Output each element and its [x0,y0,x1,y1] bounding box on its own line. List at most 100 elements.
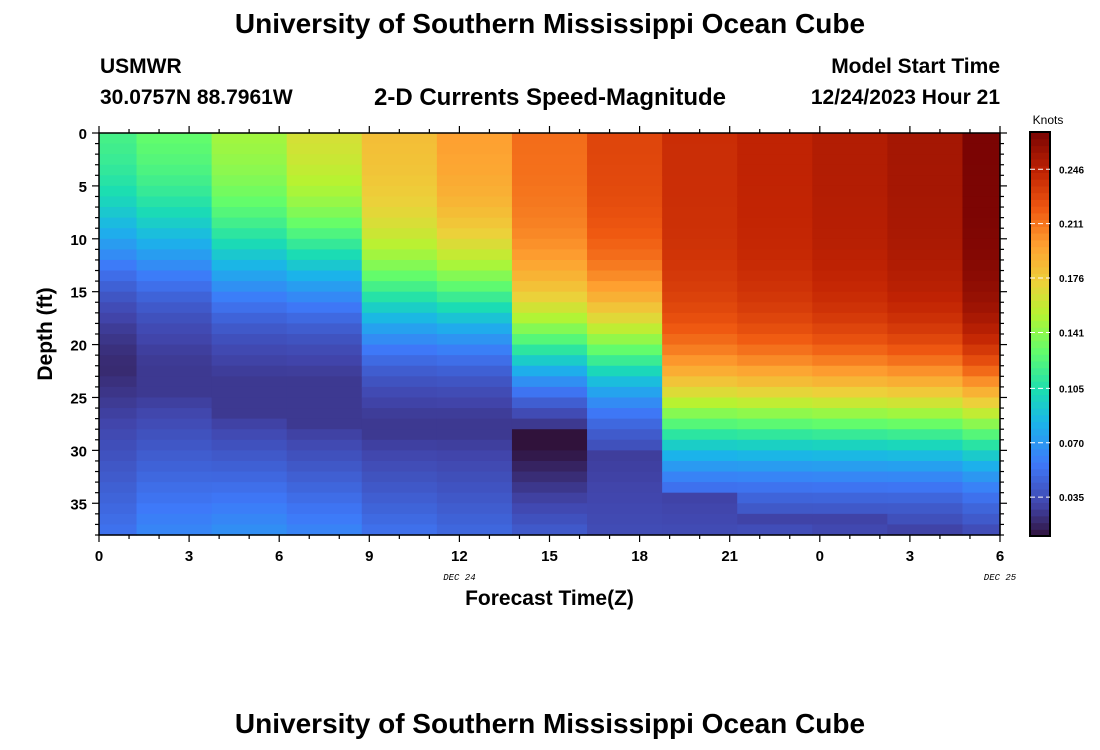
heatmap-cell [211,334,288,346]
heatmap-cell [887,450,964,462]
heatmap-cell [662,249,738,261]
heatmap-cell [99,133,138,145]
heatmap-cell [662,386,738,399]
heatmap-cell [436,270,513,282]
heatmap-cell [211,355,288,367]
heatmap-cell [286,408,363,420]
heatmap-cell [211,133,288,145]
colorbar-segment [1030,273,1050,281]
heatmap-cell [812,397,888,409]
heatmap-cell [136,154,213,166]
heatmap-cell [436,408,513,420]
heatmap-cell [962,450,1001,462]
heatmap-cell [286,524,363,536]
heatmap-cell [99,185,138,198]
colorbar-segment [1030,233,1050,241]
heatmap-cell [136,164,213,176]
heatmap-cell [812,471,888,483]
heatmap-cell [737,471,813,483]
heatmap-cell [511,450,588,462]
heatmap-cell [587,175,663,187]
heatmap-cell [211,503,288,515]
heatmap-cell [812,365,888,377]
heatmap-cell [587,471,663,483]
heatmap-cell [211,175,288,187]
heatmap-cell [887,323,964,335]
heatmap-cell [737,460,813,473]
colorbar-segment [1030,468,1050,476]
heatmap-cell [361,175,438,187]
heatmap-cell [662,143,738,155]
heatmap-cell [361,259,438,272]
heatmap-cell [136,249,213,261]
heatmap-cell [436,143,513,155]
colorbar-segment [1030,401,1050,409]
heatmap-cell [887,302,964,314]
heatmap-cell [211,397,288,409]
heatmap-cell [737,270,813,282]
heatmap-cell [962,408,1001,420]
heatmap-cell [436,344,513,356]
heatmap-cell [436,164,513,176]
heatmap-cell [662,503,738,515]
heatmap-cell [286,365,363,377]
heatmap-cell [737,344,813,356]
heatmap-cell [361,312,438,325]
heatmap-cell [361,429,438,441]
heatmap-cell [286,175,363,187]
heatmap-cell [662,291,738,303]
heatmap-cell [587,397,663,409]
heatmap-cell [587,418,663,430]
colorbar-segment [1030,172,1050,180]
heatmap-cell [136,408,213,420]
heatmap-cell [962,302,1001,314]
model-start-value: 12/24/2023 Hour 21 [810,86,1000,109]
colorbar-segment [1030,179,1050,187]
heatmap-cell [436,259,513,272]
heatmap-cell [812,386,888,399]
heatmap-cell [511,217,588,229]
heatmap-cell [286,355,363,367]
heatmap-cell [887,270,964,282]
heatmap-cell [887,334,964,346]
heatmap-cell [286,323,363,335]
x-tick-label: 6 [275,548,283,565]
heatmap-cell [511,143,588,155]
colorbar-segment [1030,354,1050,362]
heatmap-cell [737,439,813,451]
heatmap-cell [737,164,813,176]
heatmap-cell [211,439,288,451]
heatmap-cell [436,376,513,388]
heatmap-cell [737,312,813,325]
heatmap-cell [887,217,964,229]
heatmap-cell [511,492,588,504]
heatmap-cell [587,408,663,420]
heatmap-cell [361,249,438,261]
heatmap-cell [662,217,738,229]
heatmap-cell [662,175,738,187]
heatmap-cell [662,492,738,504]
heatmap-cell [887,397,964,409]
heatmap-cell [286,217,363,229]
heatmap-cell [136,228,213,240]
heatmap-cell [511,503,588,515]
heatmap-cell [436,418,513,430]
heatmap-cell [812,175,888,187]
heatmap-cell [361,513,438,526]
heatmap-cell [99,249,138,261]
heatmap-cell [812,439,888,451]
heatmap-cell [99,143,138,155]
heatmap-cell [286,207,363,219]
colorbar-segment [1030,286,1050,295]
heatmap-cell [737,259,813,272]
heatmap-cell [361,302,438,314]
heatmap-cell [361,460,438,473]
x-tick-label: 18 [631,548,648,565]
heatmap-cell [887,164,964,176]
colorbar-tick-label: 0.246 [1059,165,1084,176]
heatmap-cell [99,365,138,377]
colorbar-segment [1030,515,1050,524]
heatmap-cell [361,439,438,451]
heatmap-cell [286,249,363,261]
colorbar-segment [1030,502,1050,510]
